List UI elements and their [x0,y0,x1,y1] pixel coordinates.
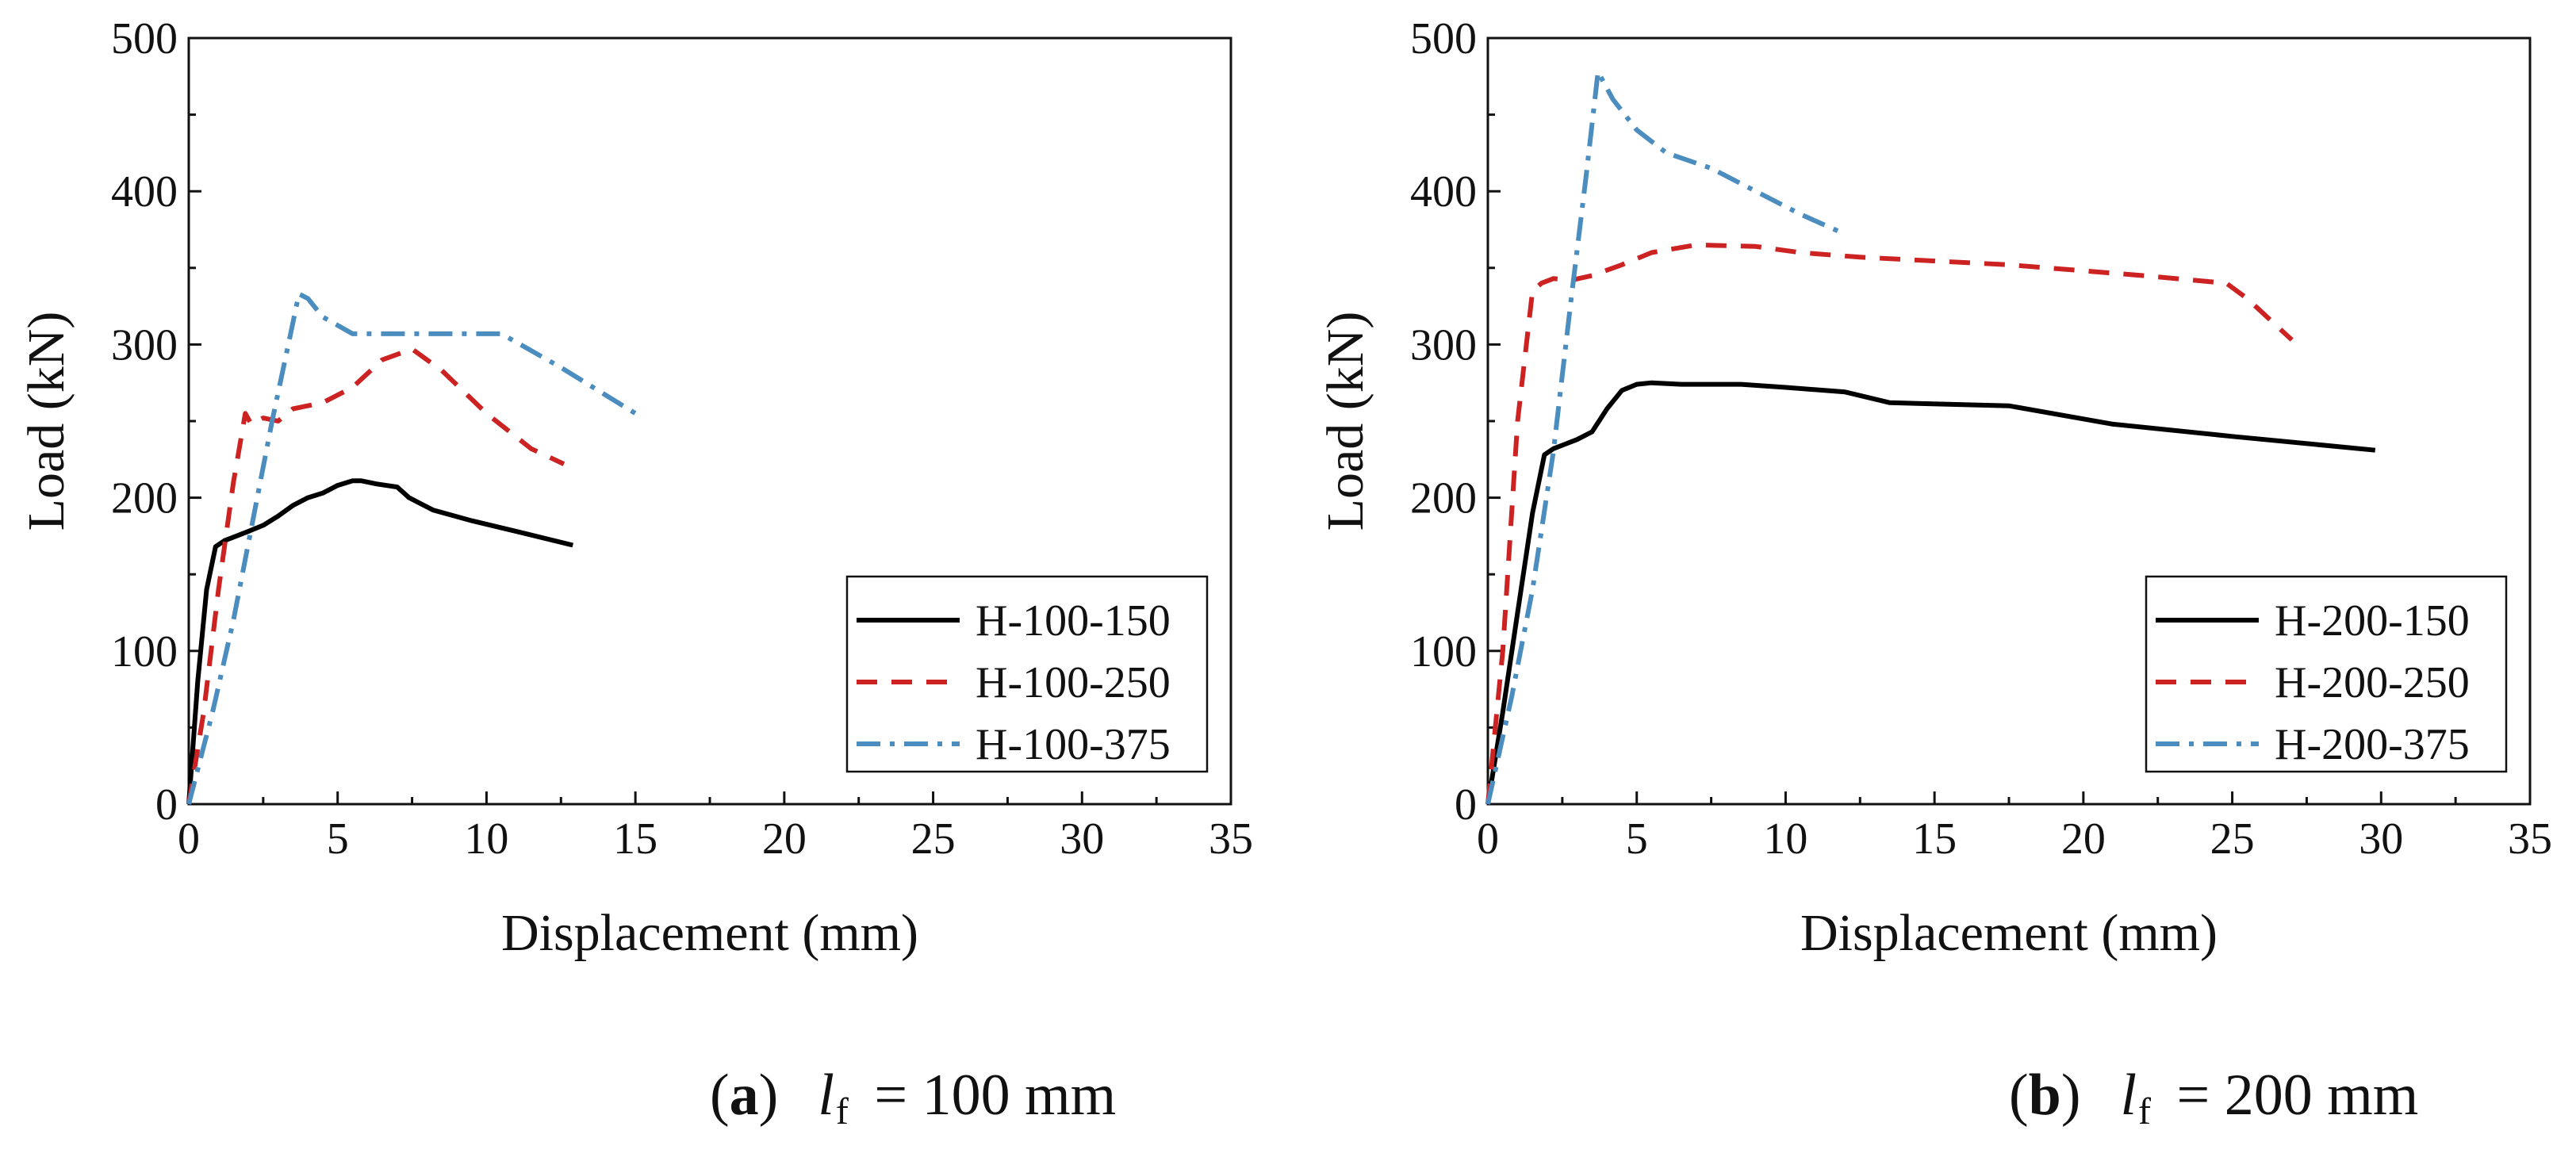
x-tick-label: 5 [1626,814,1648,864]
x-tick-label: 35 [2508,814,2552,864]
y-tick-label: 100 [1410,627,1477,676]
y-tick-label: 500 [111,14,178,63]
caption-close-paren: ) [2061,1063,2081,1128]
y-tick-label: 200 [1410,474,1477,523]
x-tick-label: 30 [1060,814,1104,864]
series-line-h-200-150 [1485,380,2376,805]
y-axis-title: Load (kN) [17,312,75,531]
panel-label: b [2029,1063,2061,1128]
legend-box [2145,575,2508,773]
legend: H-200-150 H-200-250 H-200-375 [2145,575,2508,773]
caption-value: = 200 mm [2162,1063,2418,1128]
chart-panel-a: 0 5 10 15 20 25 30 35 0 100 200 300 400 500 Displacem… [17,14,1253,1132]
panel-caption: (a) lf = 100 mm [710,1063,1116,1132]
legend-label: H-100-250 [976,658,1171,707]
y-tick-label: 500 [1410,14,1477,63]
caption-var: l [818,1063,834,1128]
series-line-h-200-250 [1485,242,2294,805]
x-tick-label: 25 [2210,814,2255,864]
axis-ticks: 0 5 10 15 20 25 30 35 0 100 200 300 400 500 [111,14,1253,864]
x-tick-label: 25 [911,814,956,864]
series-line-h-100-250 [186,347,565,805]
legend: H-100-150 H-100-250 H-100-375 [845,575,1209,773]
y-tick-label: 400 [111,167,178,216]
x-tick-label: 15 [613,814,657,864]
x-tick-label: 30 [2359,814,2403,864]
panel-caption: (b) lf = 200 mm [2009,1063,2418,1132]
x-tick-label: 0 [1477,814,1499,864]
y-tick-label: 100 [111,627,178,676]
x-tick-label: 5 [327,814,349,864]
x-tick-label: 20 [2061,814,2106,864]
caption-open-paren: ( [710,1063,730,1128]
x-axis-title: Displacement (mm) [1800,904,2218,962]
legend-label: H-100-150 [976,596,1171,646]
x-tick-label: 10 [1763,814,1807,864]
x-tick-label: 0 [178,814,200,864]
chart-panel-b: 0 5 10 15 20 25 30 35 0 100 200 300 400 500 Displacem… [1317,14,2552,1132]
legend-label: H-100-375 [976,720,1171,769]
y-tick-label: 0 [1455,780,1477,830]
caption-close-paren: ) [759,1063,779,1128]
axis-ticks: 0 5 10 15 20 25 30 35 0 100 200 300 400 500 [1410,14,2552,864]
series-layer [1485,69,2376,805]
panel-label: a [730,1063,759,1128]
legend-box [845,575,1209,773]
caption-value: = 100 mm [860,1063,1116,1128]
caption-subscript: f [836,1090,849,1132]
series-line-h-100-375 [186,291,637,805]
x-tick-label: 20 [762,814,807,864]
y-tick-label: 0 [155,780,178,830]
caption-subscript: f [2138,1090,2151,1132]
caption-var: l [2120,1063,2137,1128]
y-tick-label: 300 [1410,320,1477,370]
y-tick-label: 200 [111,474,178,523]
x-axis-title: Displacement (mm) [501,904,918,962]
x-tick-label: 35 [1209,814,1253,864]
y-tick-label: 400 [1410,167,1477,216]
y-tick-label: 300 [111,320,178,370]
x-tick-label: 10 [464,814,508,864]
y-axis-title: Load (kN) [1317,312,1374,531]
legend-label: H-200-375 [2275,720,2470,769]
series-layer [186,291,637,805]
x-tick-label: 15 [1912,814,1957,864]
legend-label: H-200-250 [2275,658,2470,707]
caption-open-paren: ( [2009,1063,2029,1128]
series-line-h-100-150 [186,478,574,805]
series-line-h-200-375 [1485,69,1846,805]
legend-label: H-200-150 [2275,596,2470,646]
